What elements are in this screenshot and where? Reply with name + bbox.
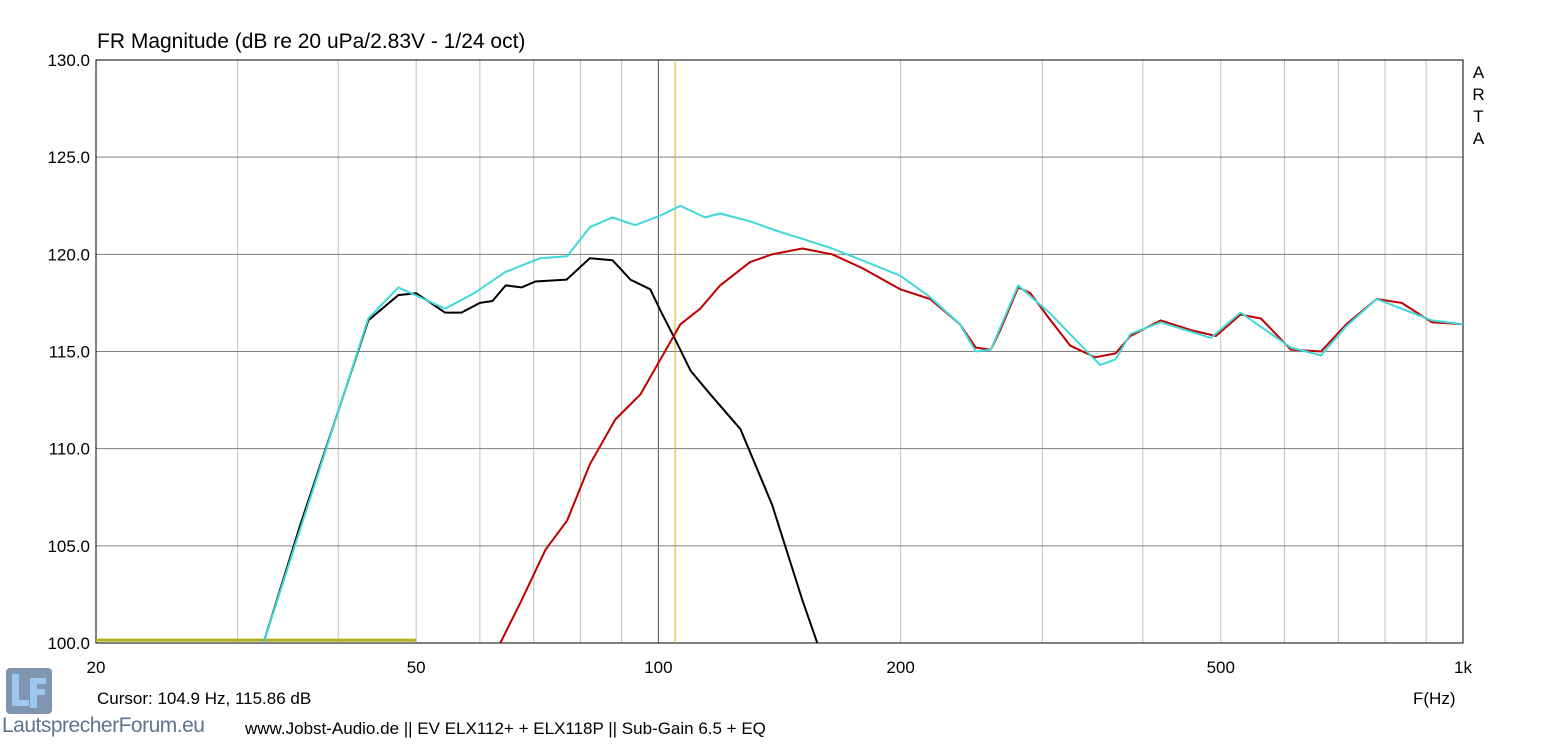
y-tick-label: 130.0 <box>47 51 90 70</box>
x-tick-label: 200 <box>886 658 914 677</box>
plot-frame <box>95 59 1464 644</box>
y-tick-label: 120.0 <box>47 245 90 264</box>
arta-side-label: ARTA <box>1469 63 1488 151</box>
series-group <box>262 204 1463 643</box>
logo-f-shape <box>30 678 46 708</box>
series-line <box>262 204 1463 643</box>
x-axis-label: F(Hz) <box>1413 689 1455 708</box>
y-tick-label: 110.0 <box>49 440 90 459</box>
grid <box>95 59 1464 644</box>
forum-logo <box>6 668 52 714</box>
chart-title: FR Magnitude (dB re 20 uPa/2.83V - 1/24 … <box>97 30 525 53</box>
series-line <box>499 247 1463 643</box>
y-tick-label: 115.0 <box>49 343 90 362</box>
x-tick-label: 20 <box>87 658 106 677</box>
x-tick-label: 50 <box>407 658 426 677</box>
watermark-text: LautsprecherForum.eu <box>2 714 205 737</box>
y-tick-label: 100.0 <box>47 634 90 653</box>
logo-l-shape <box>12 674 29 706</box>
footer-caption: www.Jobst-Audio.de || EV ELX112+ + ELX11… <box>244 719 766 738</box>
y-tick-label: 105.0 <box>47 537 90 556</box>
cursor-readout: Cursor: 104.9 Hz, 115.86 dB <box>97 689 311 708</box>
series-line <box>262 257 819 643</box>
x-tick-label: 500 <box>1207 658 1235 677</box>
x-tick-label: 100 <box>644 658 672 677</box>
y-tick-label: 125.0 <box>47 148 90 167</box>
axis-ticks: 100.0 105.0 110.0 115.0 120.0 125.0 130.0 20 50 1… <box>47 51 1472 677</box>
x-tick-label: 1k <box>1454 658 1472 677</box>
